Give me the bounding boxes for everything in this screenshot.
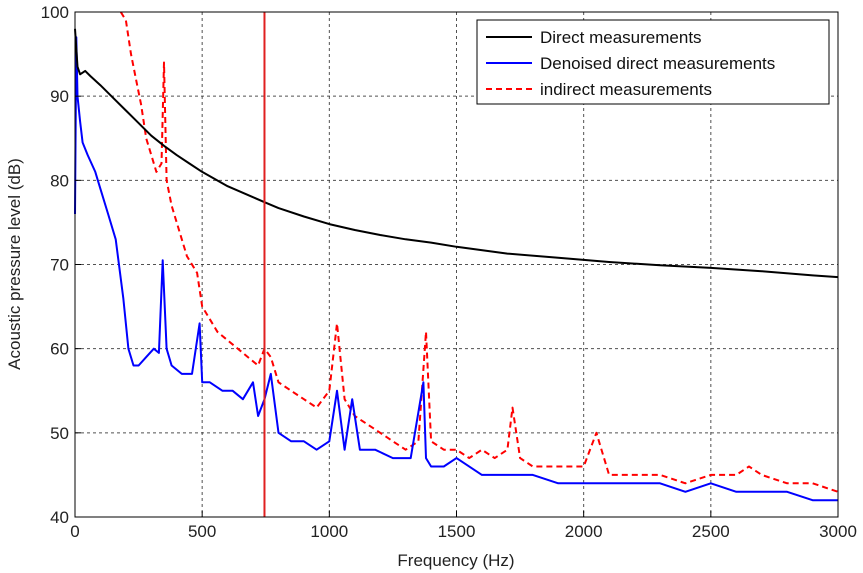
y-tick-label: 60 [50,340,69,359]
x-tick-label: 1000 [310,522,348,541]
indirect-measurements-line [119,11,839,493]
y-tick-label: 90 [50,87,69,106]
y-tick-label: 70 [50,256,69,275]
y-tick-label: 80 [50,171,69,190]
denoised-direct-measurements-line [74,36,838,502]
y-tick-label: 50 [50,424,69,443]
y-axis-label: Acoustic pressure level (dB) [5,158,24,370]
legend-box [476,19,830,105]
y-tick-label: 100 [41,3,69,22]
legend: Direct measurements Denoised direct meas… [476,19,830,105]
x-tick-label: 1500 [438,522,476,541]
ticks: 0 500 1000 1500 2000 2500 3000 40 50 60 70 80 90 100 [41,3,857,541]
x-tick-label: 2500 [692,522,730,541]
x-tick-label: 0 [70,522,79,541]
legend-label-direct: Direct measurements [540,28,702,47]
x-axis-label: Frequency (Hz) [397,551,514,570]
x-tick-label: 500 [188,522,216,541]
y-tick-label: 40 [50,508,69,527]
legend-label-indirect: indirect measurements [540,80,712,99]
legend-label-denoised: Denoised direct measurements [540,54,775,73]
x-tick-label: 2000 [565,522,603,541]
x-tick-label: 3000 [819,522,857,541]
